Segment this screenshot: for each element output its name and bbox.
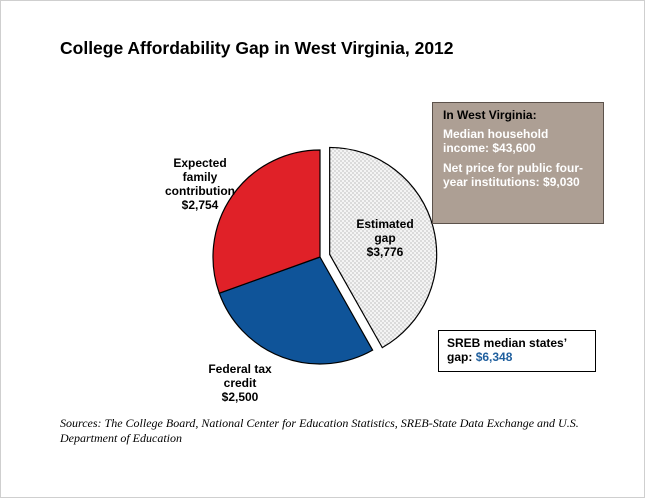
slice-label-line: Federal tax	[208, 362, 272, 376]
pie-slice-expected-family-contribution	[212, 149, 321, 295]
sreb-gap-label: SREB median states’ gap:	[447, 336, 567, 364]
slice-label-line: Expected	[173, 156, 227, 170]
pie-slice-estimated-gap	[329, 146, 438, 349]
slice-label-expected-family-contribution: Expected family contribution $2,754	[150, 156, 250, 212]
slice-label-line: contribution	[165, 184, 235, 198]
slice-label-value: $3,776	[366, 245, 404, 259]
pie-slices	[212, 146, 438, 365]
net-price-fact: Net price for public four-year instituti…	[443, 161, 584, 189]
slice-label-line: gap	[374, 231, 396, 245]
slice-label-line: credit	[223, 376, 257, 390]
frame-border-top	[0, 0, 645, 1]
frame-border-left	[0, 0, 1, 498]
slice-label-line: Estimated	[356, 217, 414, 231]
sreb-median-gap-box: SREB median states’ gap: $6,348	[438, 330, 596, 372]
sources-note: Sources: The College Board, National Cen…	[60, 416, 579, 445]
sreb-gap-value: $6,348	[475, 350, 513, 364]
slice-label-value: $2,500	[221, 390, 259, 404]
slice-label-line: family	[182, 170, 218, 184]
west-virginia-info-box: In West Virginia: Median household incom…	[432, 102, 604, 224]
pie-slice-federal-tax-credit	[218, 256, 374, 365]
slice-label-federal-tax-credit: Federal tax credit $2,500	[190, 362, 290, 404]
slice-label-value: $2,754	[181, 198, 219, 212]
chart-title: College Affordability Gap in West Virgin…	[60, 38, 454, 58]
slice-label-estimated-gap: Estimated gap $3,776	[330, 217, 440, 259]
info-box-heading: In West Virginia:	[443, 108, 537, 122]
median-income-fact: Median household income: $43,600	[443, 127, 549, 155]
